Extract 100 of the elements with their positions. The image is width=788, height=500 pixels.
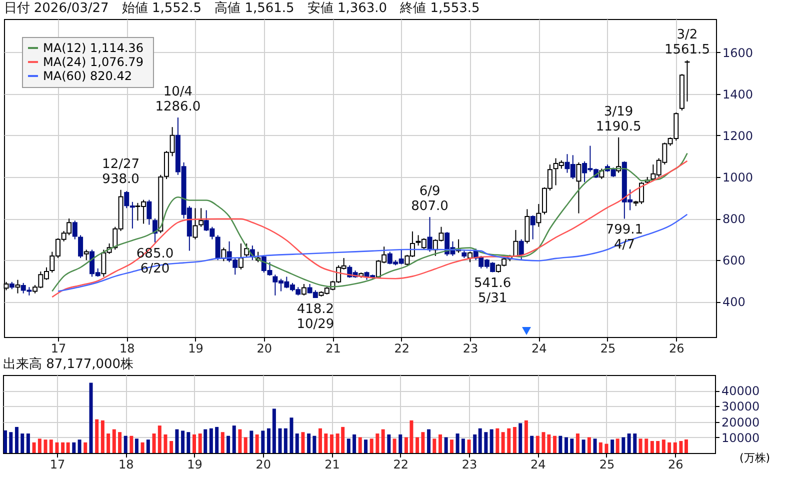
- bar: [49, 440, 53, 453]
- x-tick-label: 26: [668, 458, 684, 472]
- legend-label: MA(60) 820.42: [43, 69, 132, 83]
- bar: [78, 440, 82, 453]
- y-axis-title: (万株): [740, 452, 770, 464]
- bar: [570, 438, 574, 453]
- chart-title: 日付 2026/03/27 始値 1,552.5 高値 1,561.5 安値 1,363.0 終値 1,553.5: [4, 0, 480, 16]
- bar: [330, 434, 334, 453]
- bar: [266, 428, 270, 453]
- x-tick-label: 17: [50, 458, 66, 472]
- bar: [547, 434, 551, 453]
- annotation: 3/2: [676, 27, 698, 42]
- bar: [432, 438, 436, 453]
- bar: [416, 437, 420, 453]
- bar: [364, 440, 368, 453]
- bar: [4, 430, 8, 453]
- bar: [358, 437, 362, 453]
- bar: [130, 436, 134, 453]
- candlestick: [152, 218, 158, 243]
- x-tick-label: 18: [118, 458, 134, 472]
- bar: [324, 434, 328, 453]
- x-tick-label: 21: [324, 458, 340, 472]
- bar: [450, 440, 454, 453]
- bar: [112, 429, 116, 453]
- bar: [392, 438, 396, 453]
- bar: [644, 438, 648, 453]
- bar: [352, 434, 356, 453]
- bar: [14, 426, 18, 453]
- legend-label: MA(24) 1,076.79: [43, 55, 144, 69]
- x-tick-label: 19: [187, 458, 202, 472]
- bar: [530, 436, 534, 453]
- annotation: 5/31: [478, 291, 508, 306]
- bar: [232, 426, 236, 453]
- bar: [158, 426, 162, 453]
- candlestick: [15, 279, 20, 294]
- bar: [307, 434, 311, 453]
- x-tick-label: 22: [393, 458, 409, 472]
- bar: [582, 440, 586, 453]
- candlestick: [221, 247, 226, 262]
- bar: [427, 429, 431, 453]
- bar: [226, 436, 230, 453]
- annotation: 1561.5: [664, 42, 710, 58]
- bar: [421, 432, 425, 453]
- annotation: 10/4: [163, 84, 193, 100]
- chart-title: 出来高 87,177,000株: [3, 356, 134, 372]
- bar: [376, 434, 380, 453]
- bar: [668, 442, 672, 453]
- bar: [261, 430, 265, 453]
- bar: [398, 434, 402, 453]
- annotation: 418.2: [296, 302, 334, 317]
- candlestick: [684, 60, 690, 102]
- candlestick: [192, 208, 198, 240]
- y-tick-label: 1000: [722, 170, 754, 184]
- y-tick-label: 400: [722, 295, 746, 310]
- y-tick-label: 10000: [722, 430, 760, 445]
- x-tick-label: 18: [119, 342, 135, 356]
- bar: [32, 442, 36, 453]
- bar: [318, 428, 322, 453]
- bar: [587, 437, 591, 453]
- bar: [444, 437, 448, 453]
- bar: [576, 434, 580, 453]
- bar: [295, 434, 299, 453]
- candlestick: [238, 242, 244, 270]
- x-tick-label: 24: [530, 458, 546, 472]
- candlestick: [215, 234, 220, 261]
- bar: [170, 440, 174, 453]
- bar: [278, 428, 282, 453]
- bar: [679, 440, 683, 453]
- bar: [536, 436, 540, 453]
- bar: [175, 429, 179, 453]
- bar: [84, 442, 88, 453]
- bar: [604, 444, 608, 453]
- bar: [209, 428, 213, 453]
- annotation: 1190.5: [596, 119, 642, 134]
- bar: [478, 428, 482, 453]
- x-tick-label: 23: [462, 342, 478, 356]
- bar: [106, 434, 110, 453]
- annotation: 3/19: [604, 104, 634, 120]
- candlestick: [576, 162, 582, 214]
- bar: [192, 434, 196, 453]
- bar: [164, 434, 168, 453]
- bar: [61, 442, 65, 453]
- bar: [301, 432, 305, 453]
- x-tick-label: 17: [50, 342, 66, 356]
- bar: [272, 408, 276, 453]
- bar: [627, 434, 631, 453]
- bar: [238, 429, 242, 453]
- bar: [72, 442, 76, 453]
- bar: [44, 440, 48, 453]
- bar: [290, 418, 294, 453]
- bar: [484, 432, 488, 453]
- annotation: 938.0: [102, 172, 140, 187]
- x-tick-label: 25: [599, 458, 615, 472]
- bar: [250, 430, 254, 453]
- bar: [100, 420, 104, 453]
- candlestick: [78, 234, 84, 259]
- bar: [312, 436, 316, 453]
- bar: [215, 426, 219, 453]
- bar: [89, 382, 93, 453]
- bar: [198, 434, 202, 453]
